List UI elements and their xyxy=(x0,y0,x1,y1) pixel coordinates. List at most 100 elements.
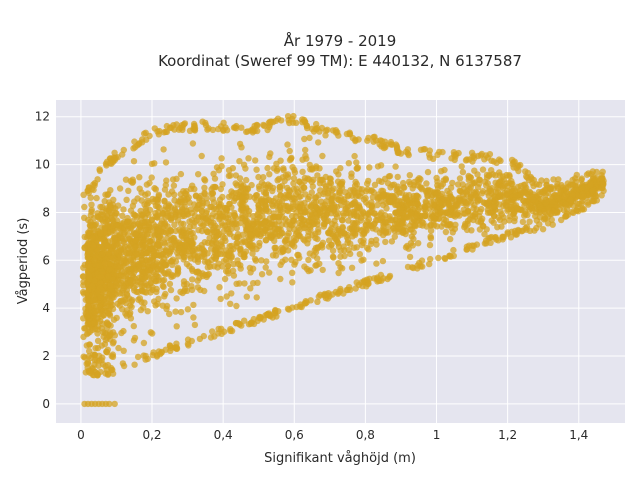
data-point xyxy=(243,128,250,136)
data-point xyxy=(337,264,344,271)
data-point xyxy=(394,183,401,190)
data-point xyxy=(468,227,475,234)
data-point xyxy=(225,167,233,174)
data-point xyxy=(190,314,197,321)
data-point xyxy=(201,177,209,184)
data-point xyxy=(225,270,232,277)
data-point xyxy=(470,152,477,159)
data-point xyxy=(95,362,102,369)
data-point xyxy=(367,240,375,248)
data-point xyxy=(260,219,268,226)
data-point xyxy=(557,187,564,194)
data-point xyxy=(402,194,409,201)
data-point xyxy=(481,178,489,185)
data-point xyxy=(334,178,342,185)
data-point xyxy=(111,236,118,244)
data-point xyxy=(130,211,137,218)
data-point xyxy=(314,218,321,225)
data-point xyxy=(426,241,434,249)
data-point xyxy=(125,187,132,194)
data-point xyxy=(267,197,275,205)
data-point xyxy=(142,191,149,199)
data-point xyxy=(278,221,286,228)
data-point xyxy=(324,126,331,133)
data-point xyxy=(118,277,126,284)
data-point xyxy=(290,186,297,193)
data-point xyxy=(423,180,430,187)
data-point xyxy=(322,173,329,181)
data-point xyxy=(523,223,531,230)
data-point xyxy=(366,164,373,171)
data-point xyxy=(558,181,565,189)
data-point xyxy=(177,308,185,316)
data-point xyxy=(393,143,401,150)
data-point xyxy=(301,135,308,143)
data-point xyxy=(191,219,198,226)
data-point xyxy=(222,124,229,131)
data-point xyxy=(100,245,107,252)
data-point xyxy=(499,173,507,180)
data-point xyxy=(109,305,117,313)
data-point xyxy=(254,221,261,228)
data-point xyxy=(100,333,107,340)
data-point xyxy=(352,231,359,238)
data-point xyxy=(352,285,359,292)
data-point xyxy=(550,176,557,183)
data-point xyxy=(593,197,601,204)
data-point xyxy=(196,335,204,343)
data-point xyxy=(314,298,321,305)
data-point xyxy=(289,269,296,276)
data-point xyxy=(97,294,105,301)
data-point xyxy=(491,193,498,200)
data-point xyxy=(83,330,91,338)
data-point xyxy=(386,172,394,180)
data-point xyxy=(206,234,213,242)
data-point xyxy=(598,192,605,199)
data-point xyxy=(146,179,153,187)
data-point xyxy=(85,229,92,236)
data-point xyxy=(488,233,495,241)
data-point xyxy=(149,231,156,238)
data-point xyxy=(172,244,179,251)
data-point xyxy=(201,184,208,191)
y-axis-title: Vågperiod (s) xyxy=(16,218,31,305)
data-point xyxy=(144,308,151,315)
data-point xyxy=(335,243,343,250)
data-point xyxy=(147,267,154,274)
data-point xyxy=(358,241,366,249)
data-point xyxy=(255,173,262,181)
gridlines xyxy=(56,100,625,423)
data-point xyxy=(290,205,297,213)
data-point xyxy=(394,223,402,230)
data-point xyxy=(430,201,437,208)
data-point xyxy=(478,205,485,213)
data-point xyxy=(104,191,111,199)
data-point xyxy=(149,330,156,337)
data-point xyxy=(353,226,360,233)
data-point xyxy=(536,214,544,221)
data-point xyxy=(305,256,312,264)
data-point xyxy=(394,173,401,181)
data-point xyxy=(80,191,87,198)
data-point xyxy=(520,197,527,204)
data-point xyxy=(514,206,521,213)
data-point xyxy=(288,212,296,220)
data-point xyxy=(474,218,482,225)
data-point xyxy=(409,242,416,249)
data-point xyxy=(215,325,222,333)
data-point xyxy=(517,161,524,169)
data-point xyxy=(301,116,308,124)
data-point xyxy=(199,222,206,230)
data-point xyxy=(317,209,324,216)
data-point xyxy=(217,185,225,193)
data-point xyxy=(374,216,381,224)
data-point xyxy=(352,219,359,227)
data-point xyxy=(87,247,94,255)
data-point xyxy=(426,260,433,268)
y-tick-label: 0 xyxy=(42,397,50,411)
data-point xyxy=(166,241,173,248)
data-point xyxy=(117,253,124,260)
data-point xyxy=(262,312,269,319)
data-point xyxy=(131,361,138,368)
data-point xyxy=(346,131,354,138)
